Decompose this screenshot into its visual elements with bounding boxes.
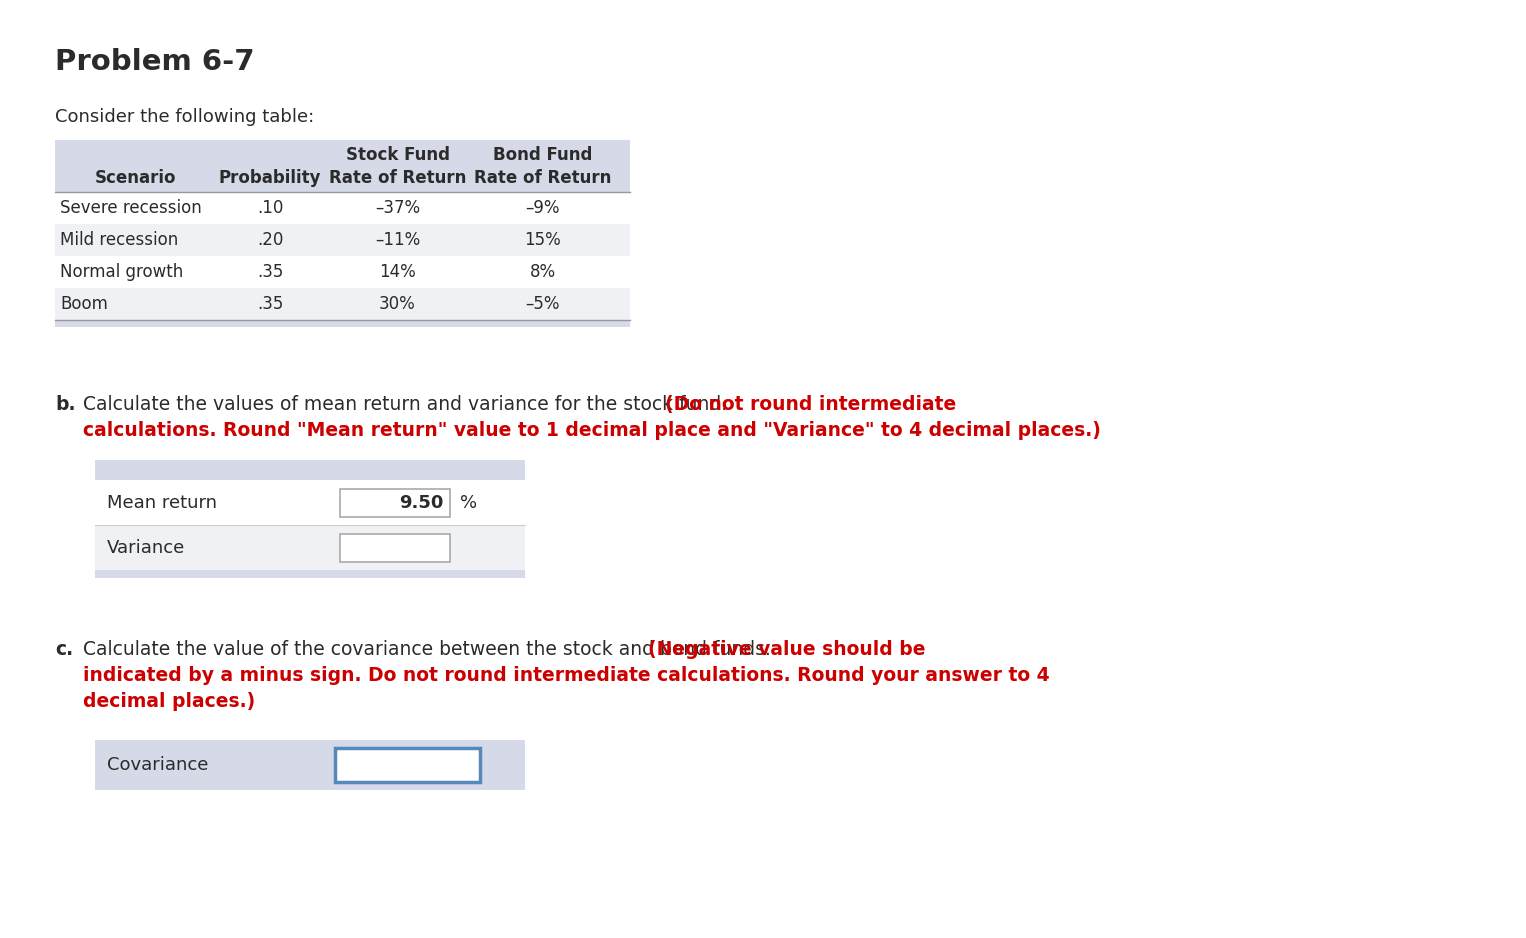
Text: 14%: 14%: [378, 263, 417, 281]
Text: 9.50: 9.50: [400, 493, 444, 511]
Text: Bond Fund: Bond Fund: [493, 146, 592, 164]
Text: .20: .20: [256, 231, 284, 249]
Bar: [55, 140, 630, 192]
Text: 30%: 30%: [378, 295, 417, 313]
Bar: [55, 224, 630, 256]
Text: .35: .35: [256, 295, 284, 313]
Text: Rate of Return: Rate of Return: [473, 169, 612, 187]
Bar: [340, 489, 450, 517]
Text: Severe recession: Severe recession: [60, 199, 201, 217]
Text: –11%: –11%: [375, 231, 420, 249]
Text: Calculate the value of the covariance between the stock and bond funds.: Calculate the value of the covariance be…: [82, 640, 771, 659]
Text: Rate of Return: Rate of Return: [328, 169, 465, 187]
Text: indicated by a minus sign. Do not round intermediate calculations. Round your an: indicated by a minus sign. Do not round …: [82, 666, 1050, 685]
Text: Normal growth: Normal growth: [60, 263, 183, 281]
Bar: [95, 460, 525, 480]
Bar: [55, 288, 630, 320]
Text: %: %: [459, 493, 478, 511]
Text: Problem 6-7: Problem 6-7: [55, 48, 255, 76]
Text: (Do not round intermediate: (Do not round intermediate: [665, 395, 957, 414]
Text: Covariance: Covariance: [107, 756, 209, 774]
Bar: [336, 748, 481, 782]
Bar: [55, 256, 630, 288]
Bar: [340, 534, 450, 562]
Text: Scenario: Scenario: [95, 169, 175, 187]
Text: Consider the following table:: Consider the following table:: [55, 108, 314, 126]
Text: 8%: 8%: [530, 263, 555, 281]
Text: Stock Fund: Stock Fund: [345, 146, 450, 164]
Text: Mild recession: Mild recession: [60, 231, 179, 249]
Bar: [95, 480, 525, 525]
Text: .35: .35: [256, 263, 284, 281]
Text: –9%: –9%: [525, 199, 560, 217]
Bar: [55, 192, 630, 224]
Text: calculations. Round "Mean return" value to 1 decimal place and "Variance" to 4 d: calculations. Round "Mean return" value …: [82, 421, 1100, 440]
Text: –5%: –5%: [525, 295, 560, 313]
Text: Variance: Variance: [107, 538, 185, 556]
Text: (Negative value should be: (Negative value should be: [649, 640, 925, 659]
Bar: [95, 740, 525, 790]
Text: 15%: 15%: [523, 231, 562, 249]
Text: decimal places.): decimal places.): [82, 692, 255, 711]
Text: .10: .10: [256, 199, 284, 217]
Text: b.: b.: [55, 395, 75, 414]
Text: c.: c.: [55, 640, 73, 659]
Bar: [55, 320, 630, 327]
Text: Calculate the values of mean return and variance for the stock fund.: Calculate the values of mean return and …: [82, 395, 726, 414]
Text: –37%: –37%: [375, 199, 420, 217]
Bar: [95, 570, 525, 578]
Text: Boom: Boom: [60, 295, 108, 313]
Bar: [95, 525, 525, 570]
Text: Mean return: Mean return: [107, 493, 217, 511]
Text: Probability: Probability: [218, 169, 322, 187]
